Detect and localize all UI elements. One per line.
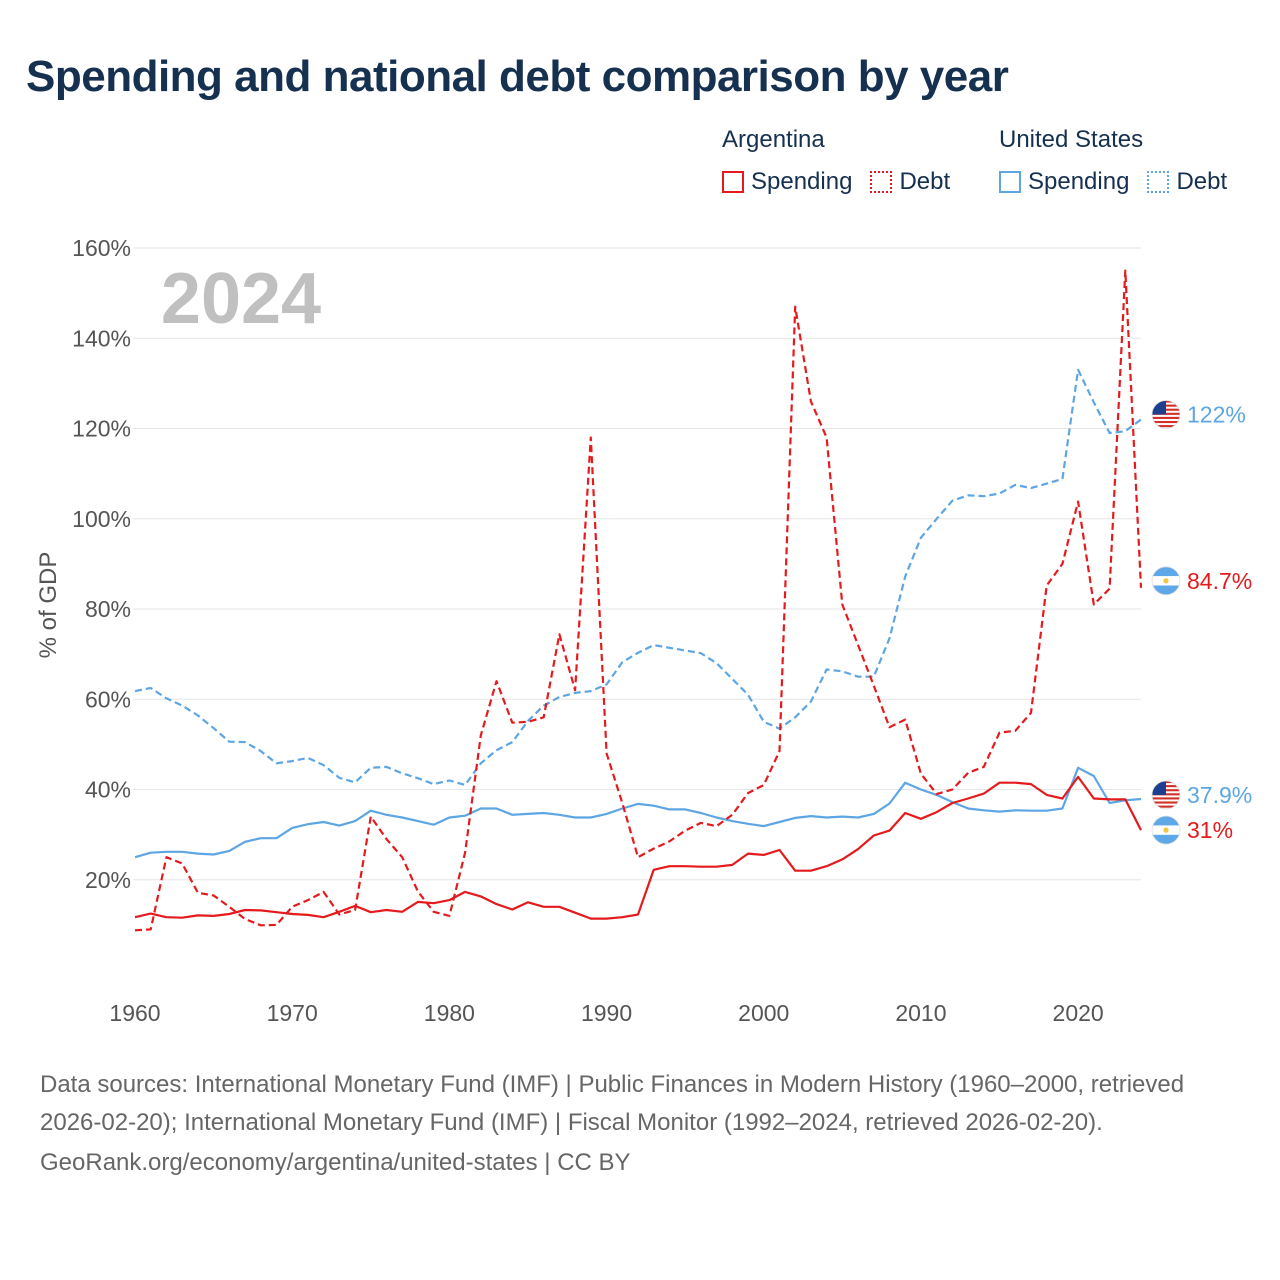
grid xyxy=(133,247,1141,881)
legend-item-us-debt[interactable]: Debt xyxy=(1147,168,1227,196)
legend-group-argentina: Argentina Spending Debt xyxy=(722,124,968,196)
series-lines xyxy=(134,269,1143,932)
series-line-argentina-debt xyxy=(134,269,1143,932)
x-tick-label: 2020 xyxy=(1053,1000,1104,1026)
x-tick-label: 1990 xyxy=(581,1000,632,1026)
x-tick-label: 1980 xyxy=(424,1000,475,1026)
end-value-label: 31% xyxy=(1187,817,1233,843)
legend-swatch-solid xyxy=(722,171,744,193)
argentina-flag-icon xyxy=(1151,566,1181,596)
chart-title: Spending and national debt comparison by… xyxy=(26,52,1009,101)
y-tick-label: 100% xyxy=(72,506,131,532)
end-value-label: 84.7% xyxy=(1187,568,1252,594)
series-line-united-states-spending xyxy=(134,766,1142,859)
line-chart: 20% 40% 60% 80% 100% 120% 140% 160% 1960 1970 198… xyxy=(35,235,1252,1026)
legend-swatch-dotted xyxy=(870,171,893,193)
data-sources: Data sources: International Monetary Fun… xyxy=(40,1071,1185,1136)
end-markers: 122% 84.7% 37.9% 31% xyxy=(1151,400,1252,845)
legend-country-united-states: United States xyxy=(999,126,1144,153)
us-flag-icon xyxy=(1151,400,1181,429)
legend-item-us-spending[interactable]: Spending xyxy=(999,168,1129,196)
legend-country-argentina: Argentina xyxy=(722,126,825,153)
end-value-label: 122% xyxy=(1187,401,1246,427)
x-tick-label: 1970 xyxy=(267,1000,318,1026)
legend-label: Spending xyxy=(751,168,853,195)
argentina-flag-icon xyxy=(1151,815,1181,845)
legend-label: Debt xyxy=(1176,168,1228,195)
y-axis: 20% 40% 60% 80% 100% 120% 140% 160% xyxy=(72,235,131,893)
year-watermark: 2024 xyxy=(161,259,321,339)
x-tick-label: 2010 xyxy=(895,1000,946,1026)
legend-item-argentina-spending[interactable]: Spending xyxy=(722,168,852,196)
series-line-argentina-spending xyxy=(134,775,1142,920)
y-tick-label: 160% xyxy=(72,235,131,261)
footer: Data sources: International Monetary Fun… xyxy=(40,1066,1240,1182)
legend-group-united-states: United States Spending Debt xyxy=(999,124,1245,196)
us-flag-icon xyxy=(1151,780,1181,810)
legend-swatch-dotted xyxy=(1147,171,1170,193)
legend-label: Spending xyxy=(1028,168,1130,195)
x-tick-label: 2000 xyxy=(738,1000,789,1026)
y-tick-label: 120% xyxy=(72,416,131,442)
series-line-united-states-debt xyxy=(134,368,1142,787)
y-tick-label: 80% xyxy=(85,596,131,622)
legend-label: Debt xyxy=(899,168,951,195)
legend-swatch-solid xyxy=(999,171,1021,193)
y-axis-label: % of GDP xyxy=(35,552,62,659)
y-tick-label: 140% xyxy=(72,325,131,351)
x-tick-label: 1960 xyxy=(109,1000,160,1026)
x-axis: 1960 1970 1980 1990 2000 2010 2020 xyxy=(109,1000,1103,1026)
legend-item-argentina-debt[interactable]: Debt xyxy=(870,168,950,196)
end-value-label: 37.9% xyxy=(1187,782,1252,808)
y-tick-label: 20% xyxy=(85,867,131,893)
y-tick-label: 40% xyxy=(85,777,131,803)
credit-link[interactable]: GeoRank.org/economy/argentina/united-sta… xyxy=(40,1149,631,1176)
y-tick-label: 60% xyxy=(85,686,131,712)
